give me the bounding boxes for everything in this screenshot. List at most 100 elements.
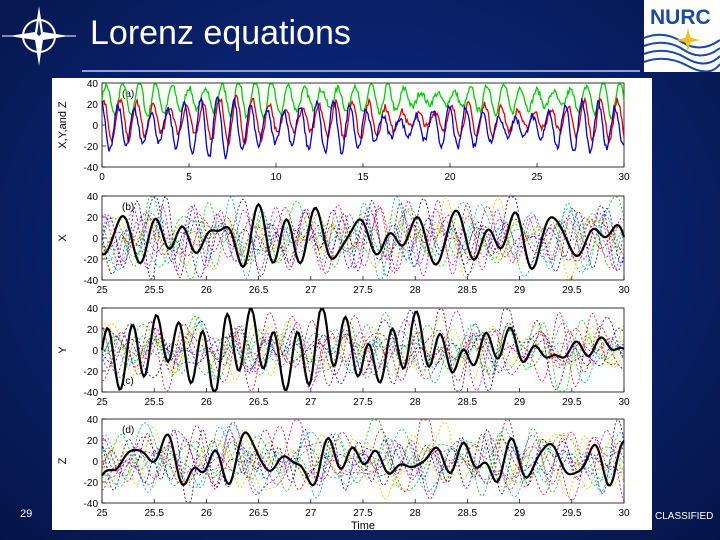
x-tick-label: 29 <box>514 285 526 296</box>
y-tick-label: -40 <box>84 388 99 399</box>
truth-line <box>101 431 625 487</box>
x-tick-label: 25 <box>96 508 108 519</box>
x-tick-label: 25.5 <box>144 285 164 296</box>
x-tick-label: 25.5 <box>144 397 164 408</box>
ensemble-line <box>101 321 625 382</box>
y-tick-label: -20 <box>84 367 99 378</box>
x-tick-label: 5 <box>186 172 192 183</box>
ensemble-line <box>101 196 625 280</box>
title-divider <box>82 70 640 72</box>
y-tick-label: 0 <box>92 121 98 132</box>
ensemble-line <box>101 419 625 503</box>
slide-title: Lorenz equations <box>90 14 351 52</box>
ensemble-line <box>101 429 625 503</box>
y-axis-label: X <box>57 234 69 242</box>
x-tick-label: 26.5 <box>249 397 269 408</box>
x-tick-label: 29.5 <box>562 285 582 296</box>
ensemble-line <box>101 316 625 380</box>
axes-frame-2 <box>101 307 625 393</box>
x-tick-label: 28 <box>410 508 422 519</box>
series-line <box>101 94 625 146</box>
y-tick-label: -20 <box>84 478 99 489</box>
x-tick-label: 26 <box>201 508 213 519</box>
y-tick-label: 40 <box>87 415 99 426</box>
x-tick-label: 30 <box>618 397 630 408</box>
x-tick-label: 15 <box>357 172 369 183</box>
y-tick-label: -40 <box>84 499 99 510</box>
x-tick-label: 26.5 <box>249 508 269 519</box>
ensemble-line <box>101 200 625 269</box>
y-tick-label: 20 <box>87 100 99 111</box>
x-tick-label: 27 <box>305 397 317 408</box>
panel-label: (d) <box>122 425 134 436</box>
ensemble-line <box>101 199 625 277</box>
x-tick-label: 27 <box>305 285 317 296</box>
ensemble-line <box>101 204 625 271</box>
ensemble-line <box>101 422 625 498</box>
x-tick-label: 29 <box>514 397 526 408</box>
ensemble-line <box>101 196 625 280</box>
y-tick-label: -40 <box>84 163 99 174</box>
ensemble-line <box>101 419 625 493</box>
lorenz-figure: 40 20 0 -20 -40 0 5 10 15 20 25 30 X,Y,and Z (a) 40 20 0… <box>52 78 652 530</box>
x-tick-label: 26.5 <box>249 285 269 296</box>
truth-line <box>100 308 625 392</box>
panel-label: (b) <box>122 202 134 213</box>
x-tick-label: 25 <box>531 172 543 183</box>
ensemble-line <box>101 213 625 271</box>
ensemble-line <box>102 197 625 280</box>
x-tick-label: 27 <box>305 508 317 519</box>
x-axis-label: Time <box>351 520 375 530</box>
ensemble-line <box>101 319 625 387</box>
ensemble-line <box>101 419 625 502</box>
y-tick-label: 20 <box>87 213 99 224</box>
y-tick-label: 0 <box>92 457 98 468</box>
x-tick-label: 28 <box>410 397 422 408</box>
x-tick-label: 27.5 <box>353 285 373 296</box>
ensemble-line <box>101 427 625 496</box>
y-axis-label: Z <box>57 457 69 464</box>
ensemble-line <box>101 426 625 499</box>
x-tick-label: 20 <box>444 172 456 183</box>
y-tick-label: 20 <box>87 325 99 336</box>
series-line <box>101 82 625 122</box>
y-tick-label: 20 <box>87 436 99 447</box>
ensemble-line <box>101 196 625 280</box>
x-tick-label: 25 <box>96 285 108 296</box>
x-tick-label: 27.5 <box>353 397 373 408</box>
truth-line <box>101 202 626 271</box>
nato-compass-logo <box>2 6 76 66</box>
ensemble-line <box>101 322 625 380</box>
y-axis-label: Y <box>57 346 69 354</box>
y-axis-label: X,Y,and Z <box>57 101 69 149</box>
x-tick-label: 28.5 <box>458 397 478 408</box>
x-tick-label: 27.5 <box>353 508 373 519</box>
x-tick-label: 0 <box>99 172 105 183</box>
x-tick-label: 25 <box>96 397 108 408</box>
ensemble-line <box>101 421 625 500</box>
y-tick-label: 40 <box>87 192 99 203</box>
ensemble-line <box>101 311 625 392</box>
x-tick-label: 29.5 <box>562 397 582 408</box>
slide-number: 29 <box>20 508 33 520</box>
y-tick-label: 0 <box>92 234 98 245</box>
y-tick-label: 0 <box>92 346 98 357</box>
ensemble-line <box>101 308 625 392</box>
x-tick-label: 28.5 <box>458 508 478 519</box>
x-tick-label: 30 <box>618 285 630 296</box>
ensemble-line <box>101 434 625 489</box>
panel-label: (c) <box>122 376 134 387</box>
ensemble-line <box>101 315 625 380</box>
x-tick-label: 28 <box>410 285 422 296</box>
panel-label: (a) <box>122 89 134 100</box>
y-tick-label: -20 <box>84 142 99 153</box>
ensemble-line <box>101 319 625 385</box>
ensemble-line <box>101 315 625 379</box>
y-tick-label: 40 <box>87 304 99 315</box>
series-line <box>101 95 625 160</box>
x-tick-label: 26 <box>201 285 213 296</box>
y-tick-label: 40 <box>87 79 99 90</box>
nurc-logo-text: NURC <box>650 6 711 29</box>
